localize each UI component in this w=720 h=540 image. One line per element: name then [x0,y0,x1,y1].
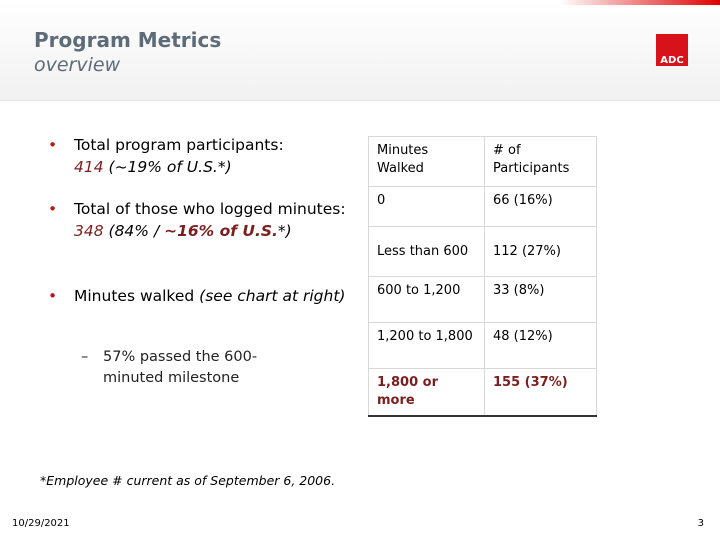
logo: ADC [656,34,688,66]
table: Minutes Walked # of Participants 0 66 (1… [368,136,597,417]
table-row: 1,200 to 1,800 48 (12%) [368,322,597,369]
sub-bullet: 57% passed the 600-minuted milestone [81,347,303,389]
header-cell: Minutes Walked [368,136,485,187]
cell: 155 (37%) [484,368,597,417]
cell: 1,200 to 1,800 [368,322,485,369]
accent-line [560,0,720,5]
bullet-text: (84% / [103,222,165,240]
footnote: *Employee # current as of September 6, 2… [40,473,336,488]
cell: Less than 600 [368,226,485,277]
bullet: Total program participants: 414 (~19% of… [48,134,354,178]
table-row: 600 to 1,200 33 (8%) [368,276,597,323]
table-row: 0 66 (16%) [368,186,597,227]
cell: 600 to 1,200 [368,276,485,323]
page-number: 3 [697,518,704,529]
table-row: Less than 600 112 (27%) [368,226,597,277]
header-cell: # of Participants [484,136,597,187]
bullet: Total of those who logged minutes: 348 (… [48,198,364,242]
bullet-text: Total of those who logged minutes: [74,200,346,218]
bullet: Minutes walked (see chart at right) [48,285,354,307]
cell: 33 (8%) [484,276,597,323]
cell: 112 (27%) [484,226,597,277]
cell: 1,800 or more [368,368,485,417]
bullet-text: *) [277,222,292,240]
bullet-text: (see chart at right) [199,287,346,305]
bullet-text: ~16% of U.S. [164,222,278,240]
title: Program Metrics [34,28,222,52]
table-row: 1,800 or more 155 (37%) [368,368,597,417]
bullet-text: 414 [74,158,104,176]
cell: 0 [368,186,485,227]
header: Program Metrics overview ADC [0,0,720,101]
cell: 66 (16%) [484,186,597,227]
date: 10/29/2021 [12,518,70,529]
bullet-text: 348 [74,222,104,240]
bullet-text: (~19% of U.S.*) [103,158,232,176]
bullet-text: Minutes walked [74,287,200,305]
bullet-text: Total program participants: [74,136,284,154]
subtitle: overview [34,54,121,76]
table-header: Minutes Walked # of Participants [368,136,597,187]
cell: 48 (12%) [484,322,597,369]
